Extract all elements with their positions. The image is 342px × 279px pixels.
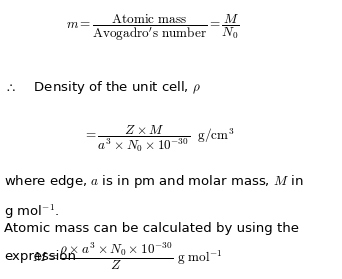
Text: $M = \dfrac{\rho \times a^3 \times N_0 \times 10^{-30}}{Z}\ \mathrm{g\ mol}^{-1}: $M = \dfrac{\rho \times a^3 \times N_0 \… [31, 240, 222, 272]
Text: $\therefore$    Density of the unit cell, $\rho$: $\therefore$ Density of the unit cell, $… [4, 79, 201, 96]
Text: $= \dfrac{Z \times M}{a^3 \times N_0 \times 10^{-30}}\ \ \mathrm{g/cm}^3$: $= \dfrac{Z \times M}{a^3 \times N_0 \ti… [83, 123, 234, 154]
Text: Atomic mass can be calculated by using the: Atomic mass can be calculated by using t… [4, 222, 299, 235]
Text: where edge, $a$ is in pm and molar mass, $M$ in: where edge, $a$ is in pm and molar mass,… [4, 173, 304, 190]
Text: $m = \dfrac{\mathrm{Atomic\ mass}}{\mathrm{Avogadro's\ number}} = \dfrac{M}{N_0}: $m = \dfrac{\mathrm{Atomic\ mass}}{\math… [66, 13, 239, 43]
Text: g mol$^{-1}$.: g mol$^{-1}$. [4, 203, 60, 221]
Text: expression: expression [4, 250, 76, 263]
